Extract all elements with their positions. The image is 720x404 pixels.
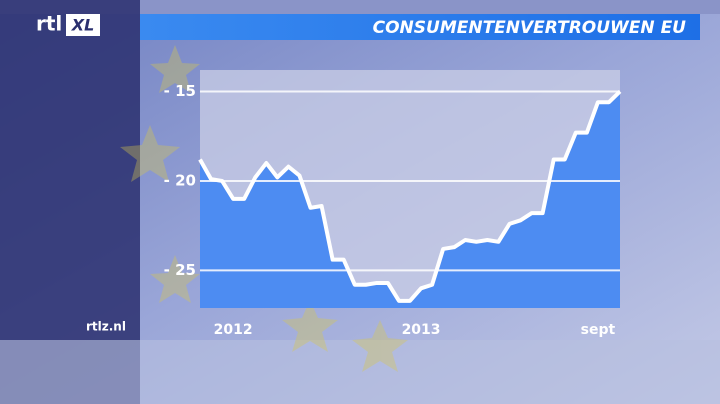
stars xyxy=(120,45,408,372)
area xyxy=(200,91,620,308)
chart-title: CONSUMENTENVERTROUWEN EU xyxy=(373,18,687,38)
logo-box xyxy=(66,14,100,36)
bottom-band xyxy=(0,340,720,404)
logo-rtl: rtl xyxy=(36,12,62,36)
x-tick-label: 2012 xyxy=(214,322,253,338)
x-tick-label: sept xyxy=(581,322,616,338)
y-tick-label: - 20 xyxy=(164,171,196,189)
top-band xyxy=(0,0,720,14)
x-tick-label: 2013 xyxy=(402,322,441,338)
y-tick-label: - 25 xyxy=(164,261,196,279)
title-bar xyxy=(140,14,700,40)
line xyxy=(198,90,622,303)
site-label: rtlz.nl xyxy=(86,320,126,334)
left-panel xyxy=(0,0,140,404)
logo-xl: XL xyxy=(71,16,95,35)
y-tick-label: - 15 xyxy=(164,82,196,100)
